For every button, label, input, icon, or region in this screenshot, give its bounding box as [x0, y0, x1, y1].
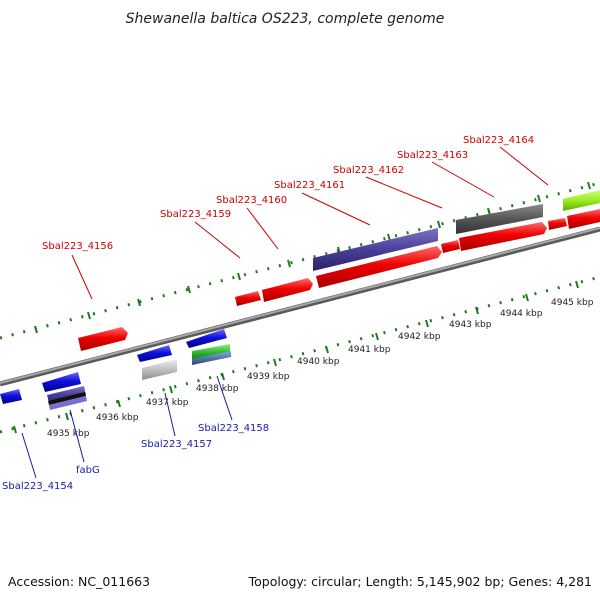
genome-backbone — [0, 226, 600, 387]
gene-purple[interactable] — [313, 228, 438, 271]
accession-text: Accession: NC_011663 — [8, 574, 150, 589]
scale-label: 4938 kbp — [196, 384, 239, 394]
gene-blue-b[interactable] — [137, 345, 172, 362]
scale-labels: 4935 kbp 4936 kbp 4937 kbp 4938 kbp 4939… — [47, 298, 594, 439]
gene-red-small[interactable] — [235, 291, 261, 306]
gene-sbal223-4158[interactable] — [192, 351, 231, 365]
scale-label: 4941 kbp — [348, 345, 391, 355]
forward-leaders — [71, 146, 549, 300]
scale-label: 4940 kbp — [297, 357, 340, 367]
gene-label[interactable]: Sbal223_4161 — [274, 180, 345, 191]
reverse-labels: Sbal223_4154 fabG Sbal223_4157 Sbal223_4… — [2, 423, 269, 492]
genome-summary: Topology: circular; Length: 5,145,902 bp… — [248, 574, 592, 589]
gene-label[interactable]: Sbal223_4156 — [42, 241, 113, 252]
gene-sbal223-4162[interactable] — [441, 240, 460, 253]
gene-dark-gray[interactable] — [456, 204, 543, 234]
gene-blue-a[interactable] — [42, 372, 81, 392]
gene-red-end-a[interactable] — [548, 218, 567, 230]
gene-blue-c[interactable] — [186, 329, 227, 348]
gene-label[interactable]: Sbal223_4159 — [160, 209, 231, 220]
gene-label[interactable]: Sbal223_4157 — [141, 439, 212, 450]
scale-label: 4939 kbp — [247, 372, 290, 382]
forward-genes — [78, 190, 600, 351]
scale-label: 4935 kbp — [47, 429, 90, 439]
gene-red-end-b[interactable] — [567, 209, 600, 229]
gene-label[interactable]: Sbal223_4154 — [2, 481, 73, 492]
scale-label: 4942 kbp — [398, 332, 441, 342]
gene-sbal223-4160[interactable] — [262, 278, 313, 302]
scale-label: 4943 kbp — [449, 320, 492, 330]
gene-label[interactable]: fabG — [76, 465, 100, 476]
gene-sbal223-4157[interactable] — [142, 359, 177, 380]
gene-label[interactable]: Sbal223_4162 — [333, 165, 404, 176]
gene-label[interactable]: Sbal223_4160 — [216, 195, 287, 206]
gene-sbal223-4163[interactable] — [459, 222, 547, 251]
gene-label[interactable]: Sbal223_4163 — [397, 150, 468, 161]
gene-label[interactable]: Sbal223_4158 — [198, 423, 269, 434]
scale-label: 4945 kbp — [551, 298, 594, 308]
gene-fabg-under — [49, 396, 87, 410]
reverse-tick-track — [0, 275, 600, 434]
page-title: Shewanella baltica OS223, complete genom… — [126, 11, 445, 27]
scale-label: 4936 kbp — [96, 413, 139, 423]
scale-label: 4944 kbp — [500, 309, 543, 319]
gene-sbal223-4161[interactable] — [316, 246, 442, 288]
gene-sbal223-4154[interactable] — [0, 389, 22, 404]
gene-fabg[interactable] — [47, 386, 86, 403]
gene-green[interactable] — [192, 344, 230, 360]
reverse-genes — [0, 329, 231, 410]
gene-label[interactable]: Sbal223_4164 — [463, 135, 534, 146]
reverse-leaders — [21, 375, 233, 479]
gene-sbal223-4156[interactable] — [78, 327, 128, 351]
forward-labels: Sbal223_4156 Sbal223_4159 Sbal223_4160 S… — [42, 135, 534, 252]
gene-fabg-stripe — [48, 392, 86, 405]
gene-lime[interactable] — [563, 190, 600, 211]
